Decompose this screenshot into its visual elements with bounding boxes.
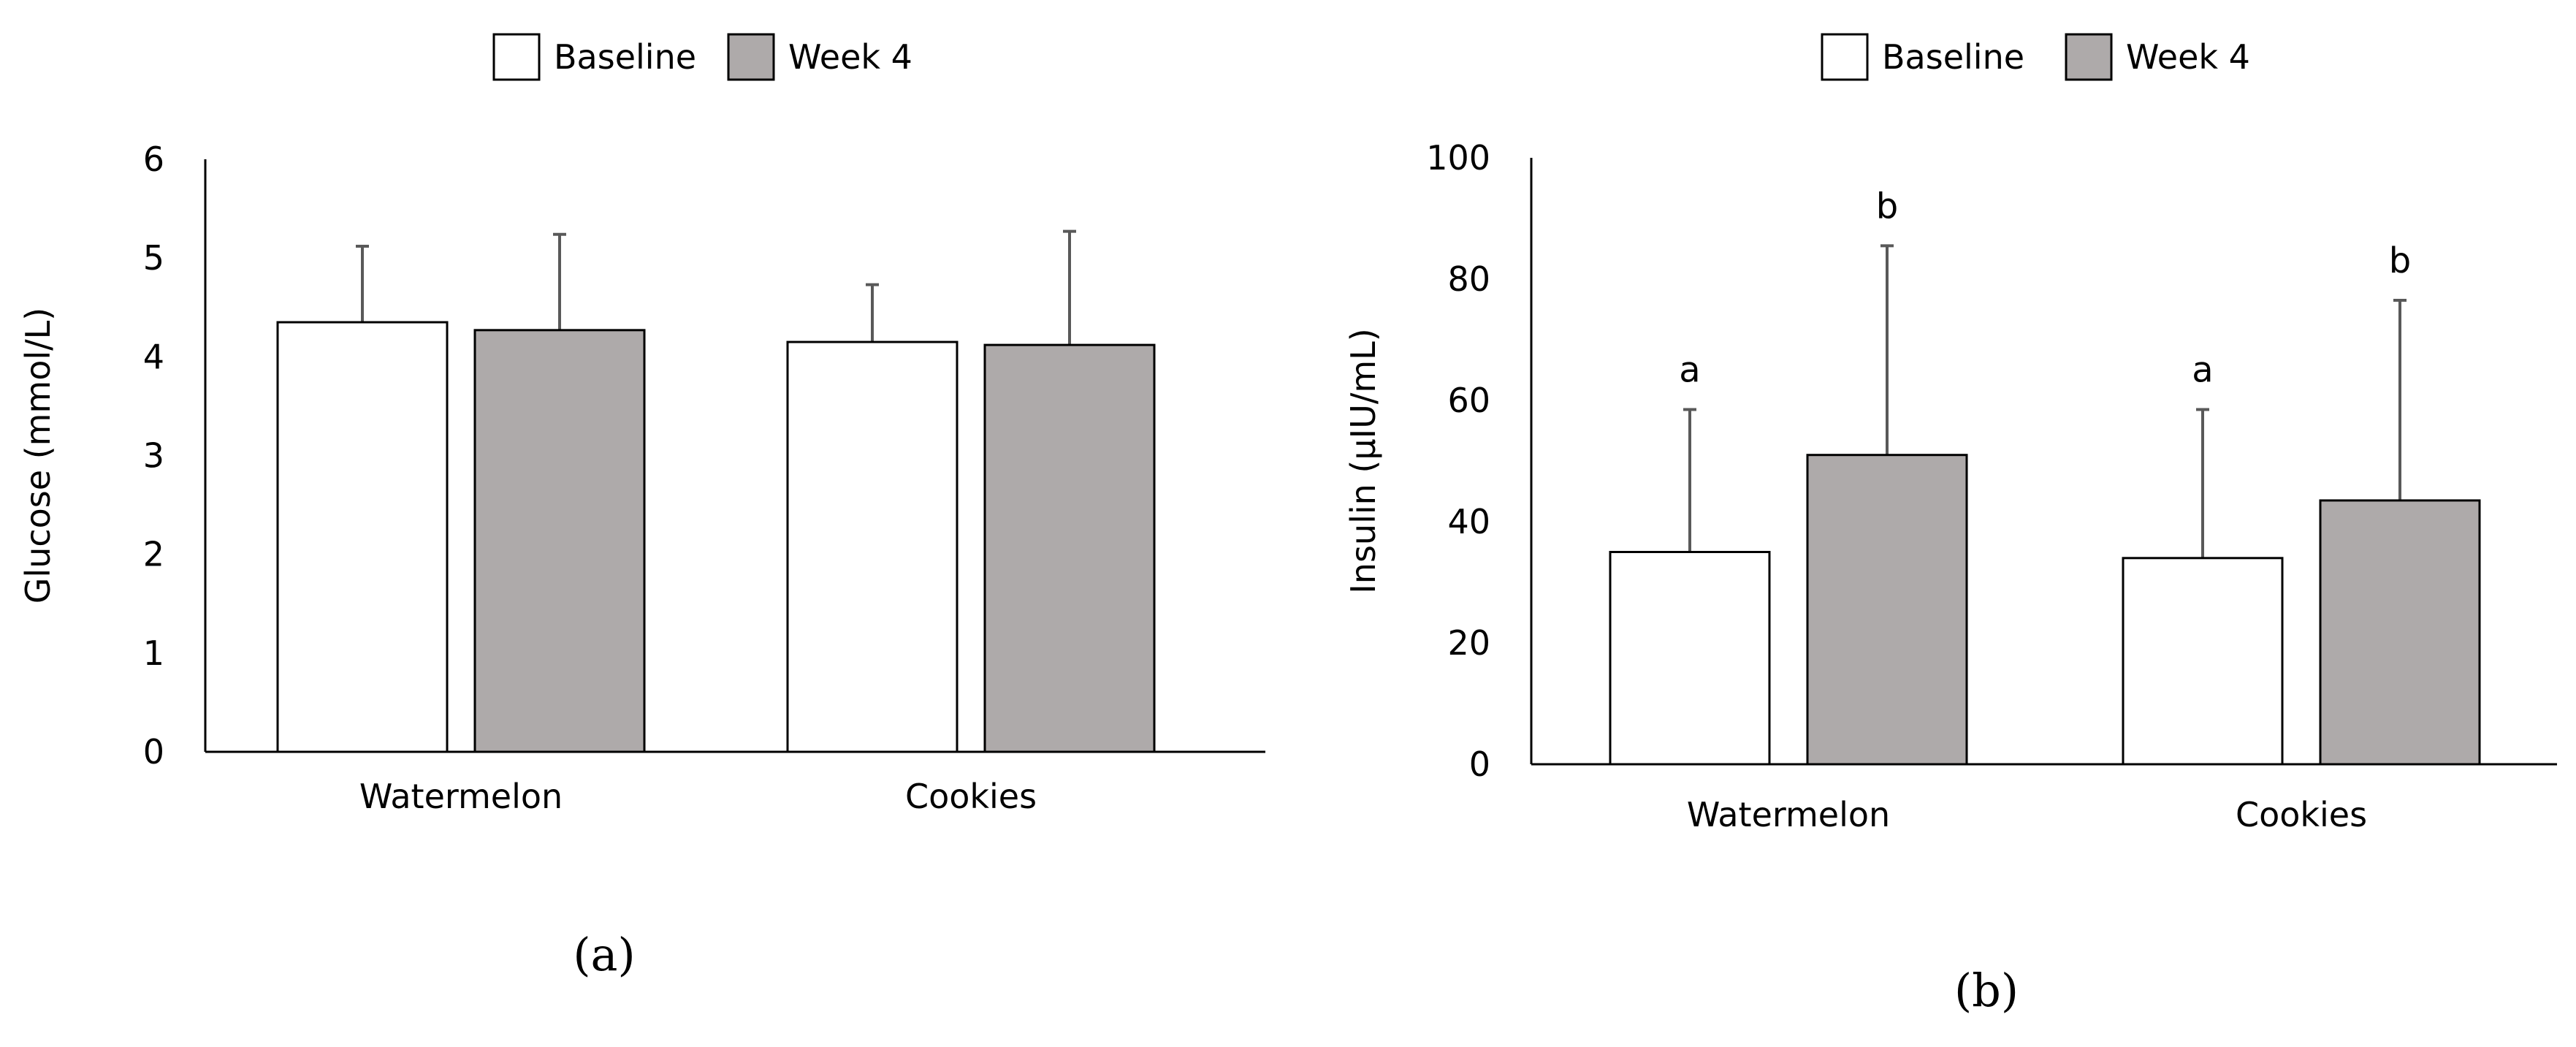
legend-label-week4: Week 4 — [2126, 37, 2250, 77]
bar-week4-cookies — [983, 343, 1156, 753]
y-tick-label: 1 — [143, 633, 164, 673]
category-label-cookies: Cookies — [2236, 795, 2367, 834]
y-tick-label: 6 — [143, 140, 164, 179]
y-tick-label: 80 — [1447, 259, 1490, 299]
bar-week4-watermelon — [1806, 454, 1968, 766]
bar-week4-cookies — [2319, 499, 2481, 766]
category-label-watermelon: Watermelon — [359, 777, 563, 816]
panel-label: (b) — [1954, 964, 2019, 1017]
bar-baseline-watermelon — [1609, 551, 1771, 766]
y-tick-label: 2 — [143, 535, 164, 574]
y-tick-label: 4 — [143, 337, 164, 376]
y-tick-label: 60 — [1447, 381, 1490, 420]
bar-baseline-watermelon — [276, 321, 449, 753]
y-tick-label: 20 — [1447, 623, 1490, 663]
y-tick-label: 0 — [143, 732, 164, 772]
bar-baseline-cookies — [786, 340, 959, 753]
significance-letter-week4-cookies: b — [2389, 240, 2411, 281]
legend-label-baseline: Baseline — [554, 37, 696, 77]
y-tick-label: 3 — [143, 436, 164, 476]
legend-swatch-baseline — [1821, 33, 1869, 81]
legend-swatch-week4 — [727, 33, 775, 81]
y-axis-label: Glucose (mmol/L) — [18, 308, 58, 604]
y-tick-label: 40 — [1447, 502, 1490, 541]
y-axis-label: Insulin (µIU/mL) — [1344, 328, 1383, 594]
significance-letter-week4-watermelon: b — [1876, 186, 1898, 226]
legend-label-week4: Week 4 — [788, 37, 912, 77]
legend-swatch-baseline — [492, 33, 541, 81]
y-tick-label: 0 — [1469, 745, 1490, 784]
category-label-watermelon: Watermelon — [1687, 795, 1890, 834]
y-tick-label: 5 — [143, 238, 164, 278]
panel-label: (a) — [573, 928, 635, 981]
bar-week4-watermelon — [473, 329, 646, 753]
significance-letter-baseline-cookies: a — [2192, 349, 2213, 390]
bar-baseline-cookies — [2122, 557, 2284, 766]
y-tick-label: 100 — [1426, 138, 1490, 178]
significance-letter-baseline-watermelon: a — [1679, 349, 1700, 390]
category-label-cookies: Cookies — [905, 777, 1037, 816]
legend-swatch-week4 — [2065, 33, 2113, 81]
legend-label-baseline: Baseline — [1882, 37, 2024, 77]
